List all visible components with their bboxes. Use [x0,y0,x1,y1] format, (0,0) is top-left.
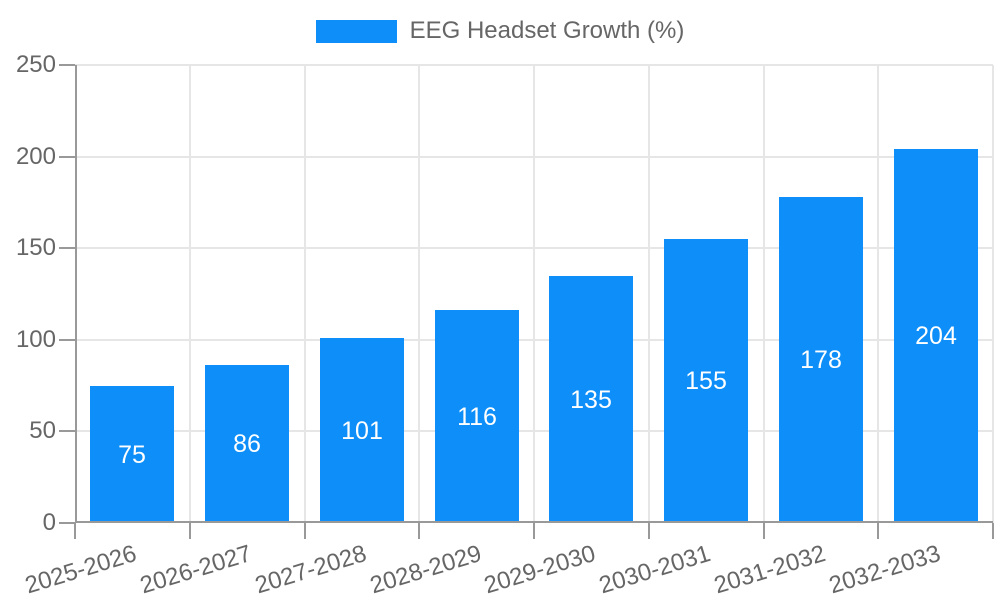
y-axis-tick [59,64,75,66]
bar[interactable] [894,149,978,523]
x-gridline [304,65,306,523]
x-gridline [418,65,420,523]
x-gridline [992,65,994,523]
y-tick-label: 200 [15,143,56,170]
y-tick-label: 100 [15,326,56,353]
x-axis-tick [763,523,765,539]
x-axis-tick [189,523,191,539]
y-tick-label: 150 [15,234,56,261]
x-tick-label: 2031-2032 [711,540,829,600]
x-gridline [877,65,879,523]
bar-value-label: 204 [915,322,957,350]
x-tick-label: 2030-2031 [596,540,714,600]
x-gridline [763,65,765,523]
x-axis-tick [648,523,650,539]
x-tick-label: 2028-2029 [367,540,485,600]
x-tick-label: 2032-2033 [826,540,944,600]
y-tick-label: 0 [42,509,56,536]
x-gridline [648,65,650,523]
bar[interactable] [664,239,748,523]
x-axis-tick [74,523,76,539]
x-axis-tick [992,523,994,539]
y-tick-label: 50 [29,417,56,444]
bar-value-label: 155 [685,367,727,395]
x-tick-label: 2029-2030 [481,540,599,600]
bar[interactable] [549,276,633,523]
x-axis-tick [418,523,420,539]
x-axis-tick [877,523,879,539]
y-axis-tick [59,247,75,249]
y-tick-label: 250 [15,51,56,78]
bar[interactable] [435,310,519,523]
bar-value-label: 116 [457,403,497,431]
legend-marker-swatch [315,19,397,43]
x-gridline [189,65,191,523]
legend-series-label: EEG Headset Growth (%) [409,17,685,44]
bar-value-label: 135 [570,386,612,414]
y-axis-tick [59,156,75,158]
bar-value-label: 86 [233,430,261,458]
x-tick-label: 2026-2027 [137,540,255,600]
y-axis-tick [59,430,75,432]
x-tick-label: 2025-2026 [22,540,140,600]
bar[interactable] [205,365,289,523]
y-axis-tick [59,339,75,341]
bar[interactable] [320,338,404,523]
legend[interactable]: EEG Headset Growth (%) [0,16,1000,46]
bar-value-label: 75 [118,441,146,469]
bar[interactable] [90,386,174,523]
x-tick-label: 2027-2028 [252,540,370,600]
bar[interactable] [779,197,863,523]
bar-value-label: 178 [800,346,842,374]
x-axis-tick [304,523,306,539]
y-axis-tick [59,522,75,524]
bar-value-label: 101 [341,417,383,445]
x-gridline [533,65,535,523]
x-axis-tick [533,523,535,539]
